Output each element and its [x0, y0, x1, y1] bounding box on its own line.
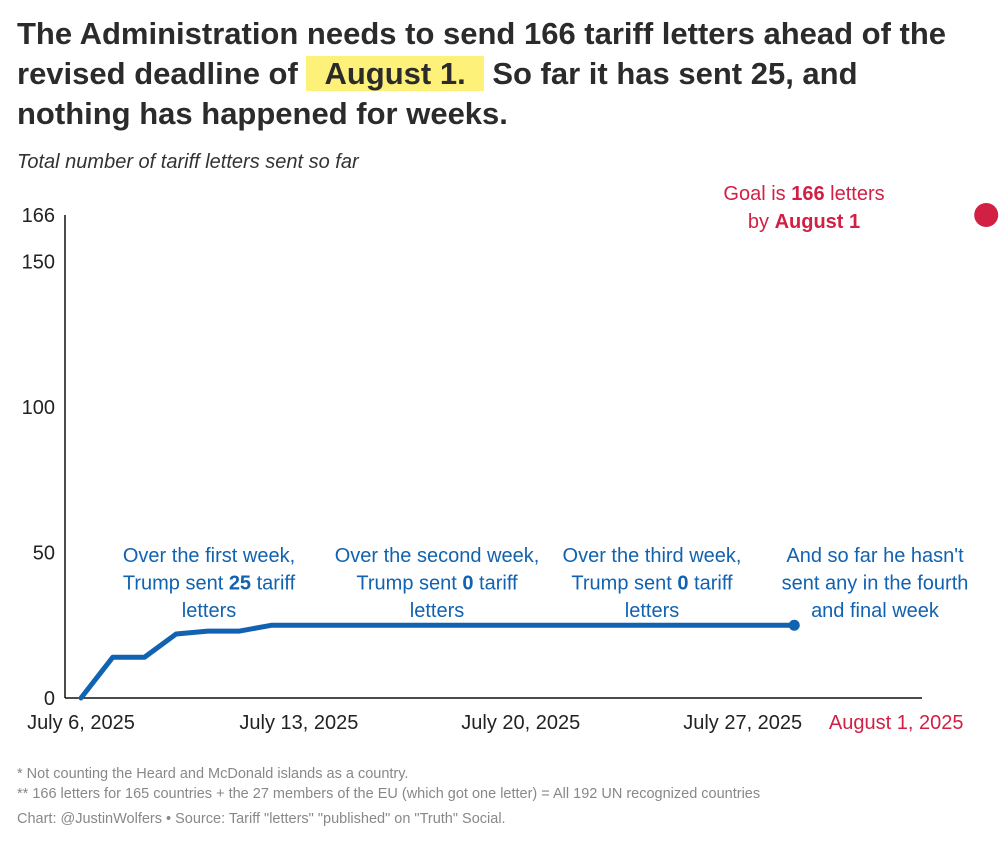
title-highlight: August 1.: [306, 56, 484, 91]
series-line: [78, 622, 797, 701]
week-annotation-line: And so far he hasn't: [786, 545, 964, 567]
y-tick-label: 0: [44, 688, 55, 710]
y-tick-label: 166: [22, 205, 55, 227]
week-annotation-line: letters: [410, 600, 464, 622]
week-annotation-line: Over the second week,: [335, 545, 540, 567]
chart-subtitle: Total number of tariff letters sent so f…: [17, 151, 359, 173]
y-tick-label: 150: [22, 252, 55, 274]
week-annotation-line: letters: [182, 600, 236, 622]
footnote-1: * Not counting the Heard and McDonald is…: [17, 766, 409, 782]
x-tick-label: July 27, 2025: [683, 712, 802, 734]
y-tick-label: 100: [22, 397, 55, 419]
week-annotation-line: Trump sent 0 tariff: [356, 573, 518, 595]
x-tick-label: July 6, 2025: [27, 712, 135, 734]
series-end-point: [788, 619, 800, 631]
chart-title: The Administration needs to send 166 tar…: [17, 14, 977, 134]
y-tick-label: 50: [33, 543, 55, 565]
week-annotation-line: Over the first week,: [123, 545, 295, 567]
x-tick-label: July 20, 2025: [461, 712, 580, 734]
week-annotation-line: sent any in the fourth: [782, 573, 969, 595]
goal-point: [974, 203, 999, 227]
chart-credit: Chart: @JustinWolfers • Source: Tariff "…: [17, 811, 506, 827]
title-part1: The Administration needs to send 166 tar…: [17, 16, 947, 91]
week-annotation-line: letters: [625, 600, 679, 622]
title-part2: So far it has sent 25, and nothing has h…: [17, 56, 858, 131]
week-annotation-line: Trump sent 0 tariff: [571, 573, 733, 595]
week-annotation-line: and final week: [811, 600, 940, 622]
week-annotation-line: Over the third week,: [563, 545, 742, 567]
goal-date-label: August 1, 2025: [829, 712, 964, 734]
goal-annotation-line1: Goal is 166 letters: [723, 183, 884, 205]
x-tick-label: July 13, 2025: [239, 712, 358, 734]
footnote-2: ** 166 letters for 165 countries + the 2…: [17, 786, 761, 802]
goal-annotation-line2: by August 1: [748, 211, 860, 233]
week-annotation-line: Trump sent 25 tariff: [123, 573, 296, 595]
